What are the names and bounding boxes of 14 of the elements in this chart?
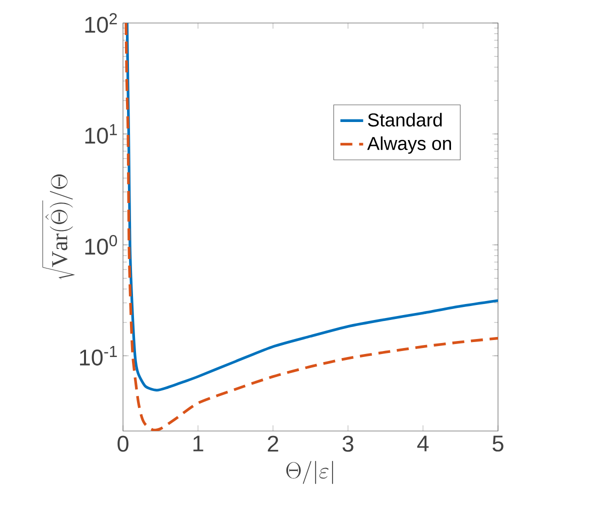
x-tick-label: 0 (118, 436, 128, 452)
y-tick-label: 10$^{-1}$ (80, 346, 117, 366)
x-tick-label: 5 (492, 436, 504, 452)
x-axis-title: $\Theta/|\varepsilon|$ (286, 460, 334, 484)
y-axis-title: $\sqrt{\mathrm{Var}(\hat{\Theta})}/\Theta$ (42, 174, 75, 280)
y-tick-label: 10$^{2}$ (85, 13, 117, 33)
x-tick-label: 3 (342, 436, 354, 452)
legend-label: Always on (367, 136, 452, 154)
legend-label: Standard (368, 112, 442, 127)
y-tick-label: 10$^{0}$ (85, 235, 117, 255)
y-tick-label: 10$^{1}$ (85, 124, 117, 144)
x-tick-label: 1 (193, 436, 204, 452)
x-tick-label: 2 (268, 436, 278, 452)
x-tick-label: 4 (417, 436, 429, 452)
